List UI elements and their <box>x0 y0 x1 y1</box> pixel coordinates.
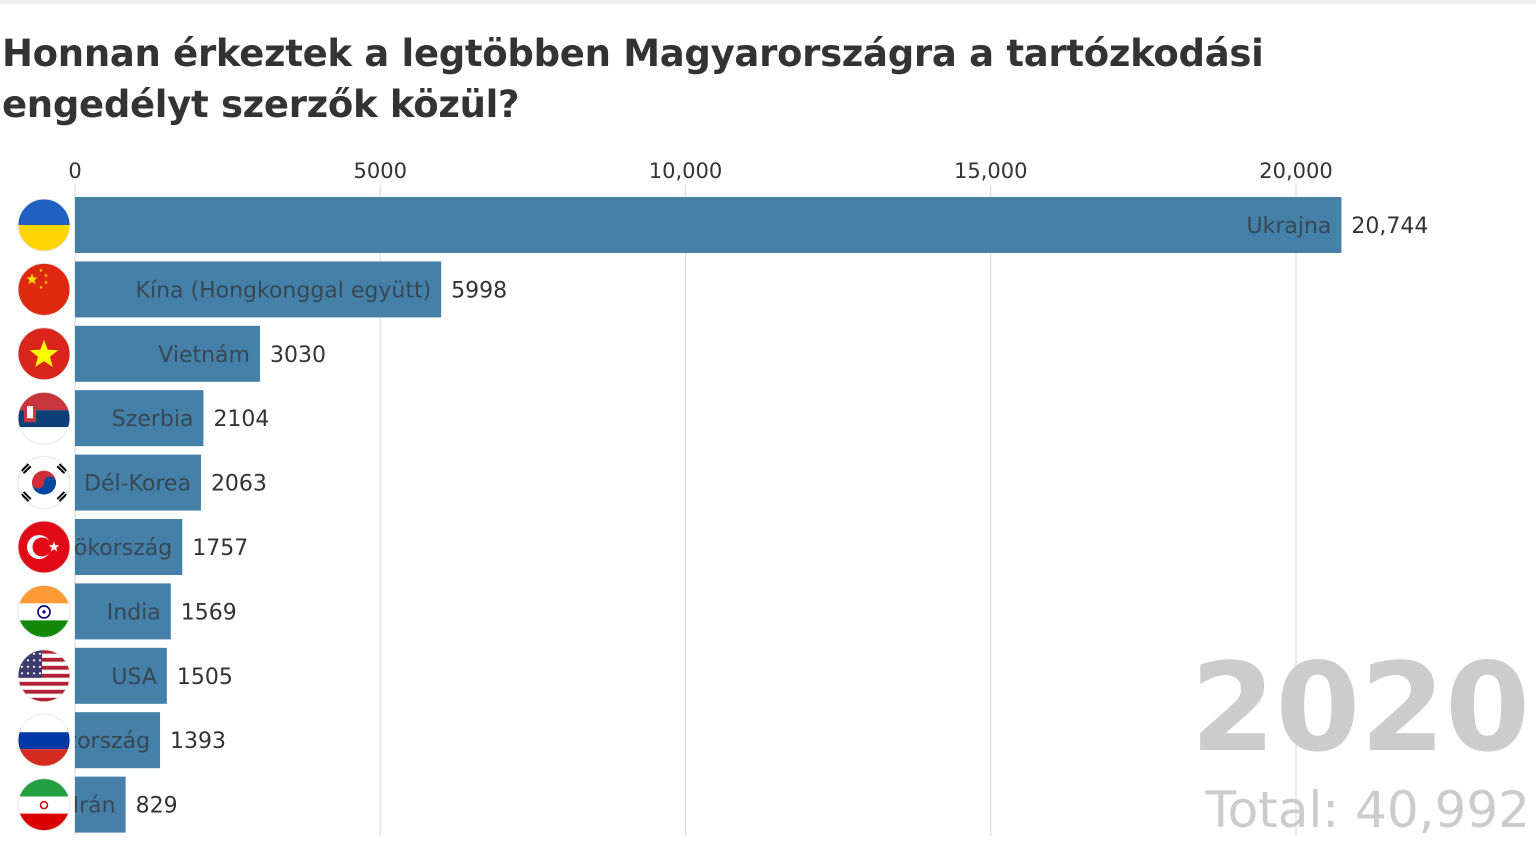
iran-flag-icon <box>17 778 71 832</box>
ukraine-flag-icon <box>17 198 71 252</box>
bar <box>75 712 161 769</box>
year-label: 2020 <box>1190 637 1530 779</box>
bar-value-label: 1757 <box>192 536 248 561</box>
bar-category-label: Oroszország <box>15 729 150 754</box>
bar <box>75 390 204 447</box>
bar-value-label: 2104 <box>213 407 269 432</box>
usa-flag-icon <box>17 649 71 703</box>
bar-value-label: 1393 <box>170 729 226 754</box>
tick-label: 20,000 <box>1259 159 1332 183</box>
bar <box>75 197 1342 253</box>
chart-title: Honnan érkeztek a legtöbben Magyarország… <box>2 32 1264 126</box>
bar <box>75 583 171 640</box>
south-korea-flag-icon <box>17 456 71 510</box>
tick-label: 10,000 <box>649 159 722 183</box>
bars: Ukrajna 20,744 Kína (Hongkonggal együtt) 59… <box>15 197 1428 833</box>
bar-row: Törökország 1757 <box>40 519 248 575</box>
tick-label: 0 <box>68 159 81 183</box>
bar-category-label: India <box>107 600 161 625</box>
bar-row: Kína (Hongkonggal együtt) 5998 <box>75 261 507 318</box>
bar-category-label: Vietnám <box>158 343 250 368</box>
bar-category-label: Ukrajna <box>1247 214 1332 239</box>
bar-value-label: 1505 <box>177 665 233 690</box>
bar-row: Dél-Korea 2063 <box>75 454 267 511</box>
bar-row: Szerbia 2104 <box>75 390 269 447</box>
bar-row: Ukrajna 20,744 <box>75 197 1428 253</box>
bar-row: USA 1505 <box>75 647 233 704</box>
bar-category-label: Törökország <box>40 536 172 561</box>
bar <box>75 454 201 511</box>
top-strip <box>0 0 1536 4</box>
bar-category-label: Dél-Korea <box>84 472 191 497</box>
india-flag-icon <box>17 584 71 638</box>
bar <box>75 776 126 833</box>
serbia-flag-icon <box>17 391 71 445</box>
bar-value-label: 2063 <box>211 472 267 497</box>
x-axis: 0 5000 10,000 15,000 20,000 <box>68 159 1332 183</box>
bar-row: Irán 829 <box>73 776 178 833</box>
bar-value-label: 1569 <box>181 600 237 625</box>
bar-row: India 1569 <box>75 583 237 640</box>
total-label: Total: 40,992 <box>1205 781 1530 839</box>
bar-value-label: 829 <box>136 794 178 819</box>
bar-value-label: 20,744 <box>1351 214 1428 239</box>
bar-row: Vietnám 3030 <box>75 325 326 382</box>
china-flag-icon <box>17 262 71 316</box>
turkey-flag-icon <box>17 520 71 574</box>
flags <box>17 198 71 832</box>
tick-label: 15,000 <box>954 159 1027 183</box>
tick-label: 5000 <box>354 159 407 183</box>
bar <box>75 325 260 382</box>
bar-value-label: 5998 <box>451 278 507 303</box>
bar <box>75 519 183 575</box>
vietnam-flag-icon <box>17 327 71 381</box>
russia-flag-icon <box>17 713 71 767</box>
bar-value-label: 3030 <box>270 343 326 368</box>
year-overlay: 2020 Total: 40,992 <box>1190 637 1530 839</box>
bar-category-label: Szerbia <box>112 407 194 432</box>
bar-category-label: Kína (Hongkonggal együtt) <box>136 278 432 303</box>
bar-row: Oroszország 1393 <box>15 712 226 769</box>
bar-category-label: USA <box>111 665 157 690</box>
bar <box>75 647 167 704</box>
bar <box>75 261 442 318</box>
bar-category-label: Irán <box>73 794 116 819</box>
